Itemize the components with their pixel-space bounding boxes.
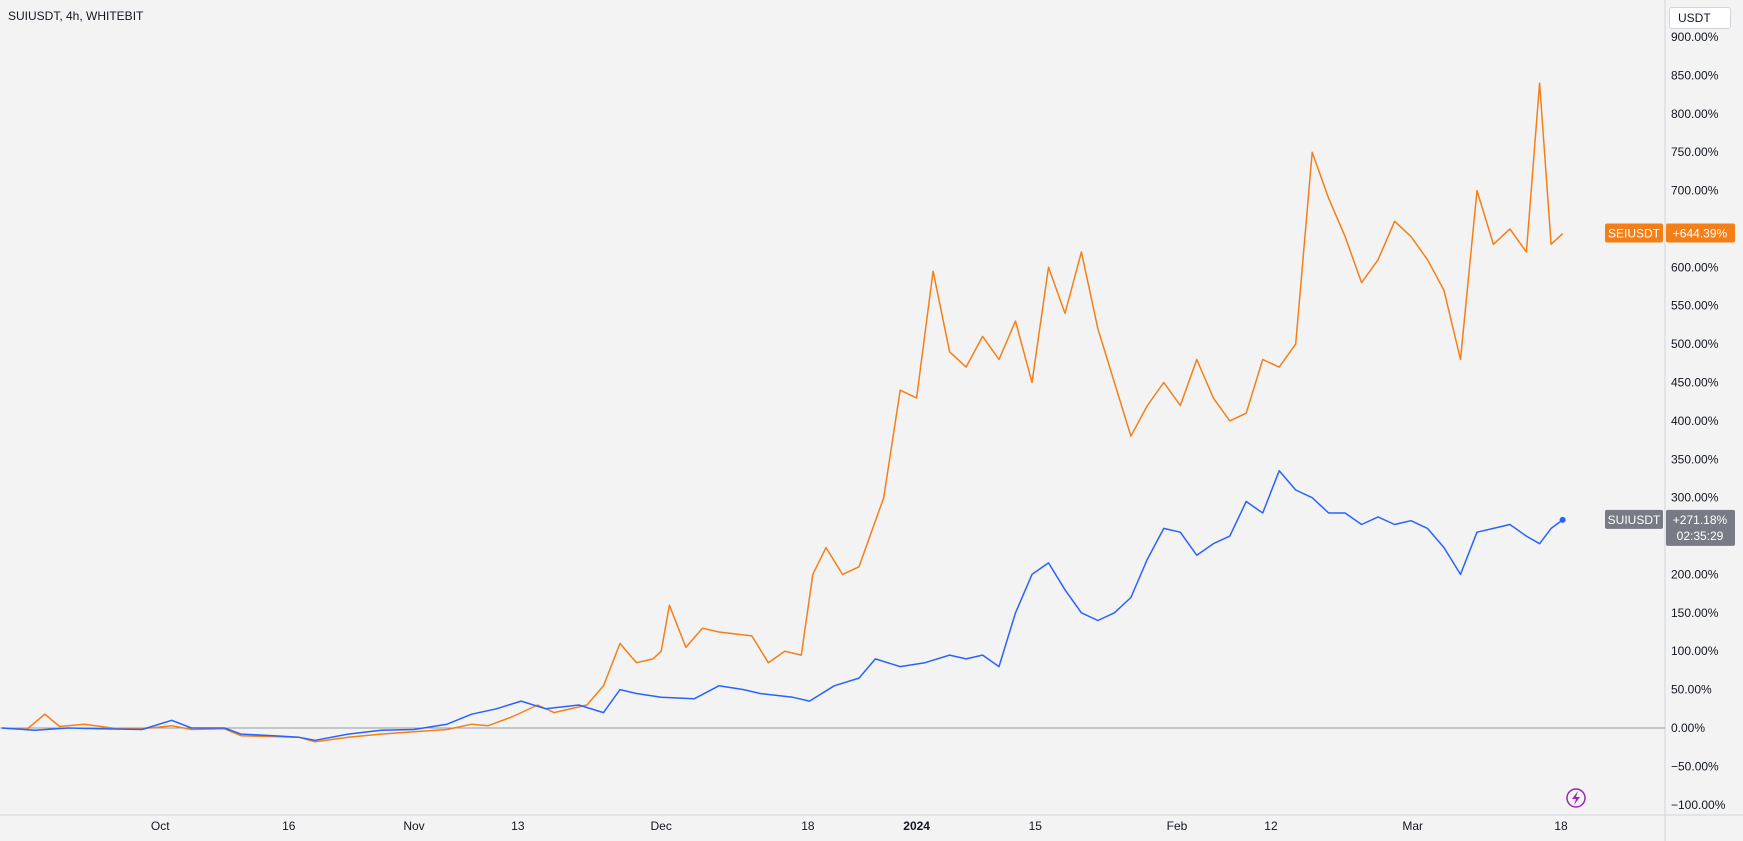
seiusdt-name-badge[interactable]: SEIUSDT [1605,223,1663,243]
x-tick-label: 18 [801,819,815,833]
time-axis[interactable]: Oct 16 Nov 13 Dec 18 2024 15 Feb 12 Mar 18 [151,819,1568,833]
suiusdt-value-badge[interactable]: +271.18% 02:35:29 [1666,509,1735,546]
y-tick-label: 400.00% [1671,414,1719,428]
x-tick-label: Oct [151,819,170,833]
y-tick-label: 350.00% [1671,452,1719,466]
y-tick-label: 850.00% [1671,68,1719,82]
y-tick-label: 750.00% [1671,145,1719,159]
y-tick-label: 200.00% [1671,567,1719,581]
y-tick-label: −50.00% [1671,759,1719,773]
suiusdt-name-badge[interactable]: SUIUSDT [1605,509,1663,529]
y-tick-label: −100.00% [1671,798,1726,812]
series-line-suiusdt[interactable] [1,470,1564,742]
suiusdt-value-text: +271.18% [1673,513,1728,527]
x-tick-label: 15 [1029,819,1043,833]
y-tick-label: 600.00% [1671,260,1719,274]
currency-button[interactable]: USDT [1669,7,1731,29]
symbol-title[interactable]: SUIUSDT, 4h, WHITEBIT [8,9,144,23]
y-tick-label: 800.00% [1671,107,1719,121]
y-tick-label: 500.00% [1671,337,1719,351]
y-tick-label: 550.00% [1671,299,1719,313]
y-tick-label: 700.00% [1671,184,1719,198]
suiusdt-last-point [1559,516,1566,523]
y-tick-label: 300.00% [1671,491,1719,505]
y-tick-label: 150.00% [1671,606,1719,620]
x-tick-label: Mar [1402,819,1423,833]
seiusdt-value-text: +644.39% [1673,227,1728,241]
x-tick-label: 2024 [903,819,930,833]
lightning-icon[interactable] [1566,788,1586,808]
y-tick-label: 450.00% [1671,376,1719,390]
y-tick-label: 100.00% [1671,644,1719,658]
x-tick-label: 16 [282,819,296,833]
seiusdt-value-badge[interactable]: +644.39% [1666,223,1735,243]
seiusdt-name-text: SEIUSDT [1608,227,1661,241]
x-tick-label: 12 [1264,819,1278,833]
series-line-seiusdt[interactable] [1,82,1564,743]
suiusdt-name-text: SUIUSDT [1608,513,1661,527]
x-tick-label: Nov [403,819,424,833]
y-tick-label: 50.00% [1671,683,1712,697]
x-tick-label: Feb [1167,819,1188,833]
x-tick-label: 13 [511,819,525,833]
suiusdt-countdown-text: 02:35:29 [1677,529,1724,543]
y-tick-label: 0.00% [1671,721,1705,735]
y-tick-label: 900.00% [1671,30,1719,44]
x-tick-label: 18 [1554,819,1568,833]
x-tick-label: Dec [651,819,672,833]
